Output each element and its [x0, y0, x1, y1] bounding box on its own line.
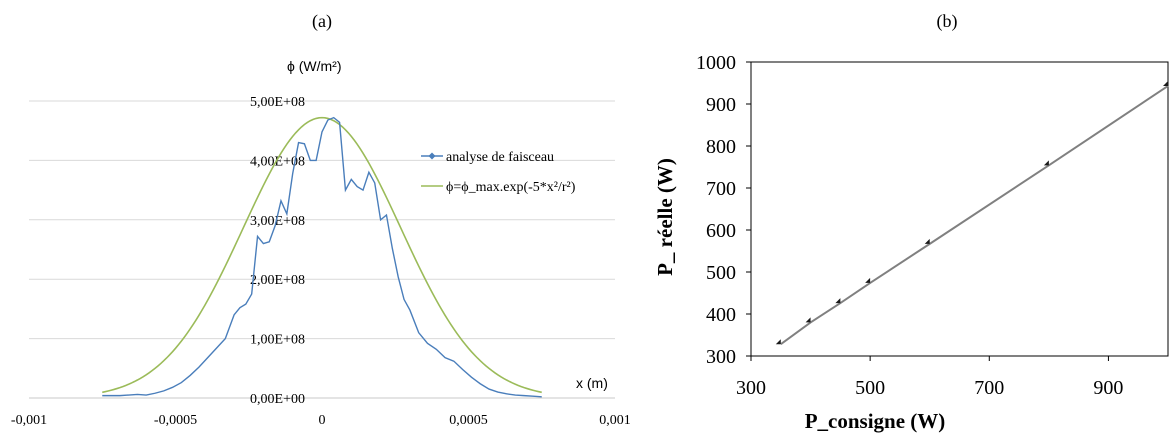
chart-b-y-tick-label: 600 [706, 220, 736, 242]
legend-measured-label: analyse de faisceau [446, 150, 554, 165]
panel-a-label: (a) [312, 11, 332, 32]
chart-b-data-point [775, 339, 781, 345]
chart-a-y-axis-label: ϕ (W/m²) [287, 58, 341, 74]
chart-a-y-tick-label: 5,00E+08 [250, 95, 305, 110]
chart-a-x-tick-labels: -0,001 -0,0005 0 0,0005 0,001 [11, 413, 631, 428]
legend-fit-label: ϕ=ϕ_max.exp(-5*x²/r²) [446, 180, 576, 195]
chart-b: 300 400 500 600 700 800 900 1000 300 500 700 900 P… [653, 52, 1169, 433]
chart-b-data-point [865, 277, 871, 283]
chart-b-x-tick-label: 500 [855, 377, 885, 399]
chart-b-x-tick-labels: 300 500 700 900 [736, 356, 1123, 399]
chart-b-y-tick-label: 400 [706, 304, 736, 326]
chart-a-y-tick-label: 3,00E+08 [250, 214, 305, 229]
chart-b-series-line [780, 85, 1169, 346]
chart-a-fit-line [102, 116, 542, 394]
chart-b-x-axis-label: P_consigne (W) [805, 409, 946, 433]
chart-a-measured-markers [102, 0, 542, 395]
chart-a-x-tick-label: -0,001 [11, 413, 47, 428]
chart-b-data-point [1043, 160, 1049, 166]
chart-b-x-tick-label: 900 [1093, 377, 1123, 399]
chart-b-y-tick-label: 300 [706, 346, 736, 368]
chart-b-x-tick-label: 300 [736, 377, 766, 399]
chart-a-x-tick-label: 0 [319, 413, 326, 428]
chart-b-y-tick-labels: 300 400 500 600 700 800 900 1000 [696, 52, 751, 368]
chart-b-y-tick-label: 500 [706, 262, 736, 284]
chart-b-data-point [924, 238, 930, 244]
chart-b-data-point [835, 298, 841, 304]
chart-a-x-axis-label: x (m) [576, 375, 608, 391]
chart-b-y-tick-label: 800 [706, 136, 736, 158]
chart-b-data-point [805, 317, 811, 323]
chart-a-y-tick-label: 2,00E+08 [250, 273, 305, 288]
chart-a-y-tick-label: 1,00E+08 [250, 333, 305, 348]
chart-a-measured-line [102, 116, 542, 398]
chart-b-y-tick-label: 900 [706, 94, 736, 116]
chart-a-x-tick-label: 0,001 [599, 413, 631, 428]
chart-b-series-markers [775, 80, 1169, 345]
chart-b-y-tick-label: 700 [706, 178, 736, 200]
chart-b-y-axis-label: P_ réelle (W) [653, 158, 677, 276]
chart-a-gridlines [29, 100, 615, 340]
chart-b-data-point [1163, 80, 1169, 86]
legend-measured-marker [428, 152, 436, 160]
chart-b-plot-frame [750, 61, 1169, 357]
chart-b-x-tick-label: 700 [974, 377, 1004, 399]
chart-a-x-tick-label: -0,0005 [154, 413, 197, 428]
chart-b-y-tick-label: 1000 [696, 52, 736, 74]
chart-a: 0,00E+00 1,00E+08 2,00E+08 3,00E+08 4,00E+08… [11, 0, 631, 428]
chart-a-legend: analyse de faisceau ϕ=ϕ_max.exp(-5*x²/r²… [421, 150, 576, 195]
chart-a-y-tick-label: 4,00E+08 [250, 154, 305, 169]
panel-b-label: (b) [937, 11, 958, 32]
chart-a-y-tick-labels: 0,00E+00 1,00E+08 2,00E+08 3,00E+08 4,00E+08… [250, 95, 305, 407]
chart-a-x-tick-label: 0,0005 [449, 413, 488, 428]
chart-a-y-tick-label: 0,00E+00 [250, 392, 305, 407]
